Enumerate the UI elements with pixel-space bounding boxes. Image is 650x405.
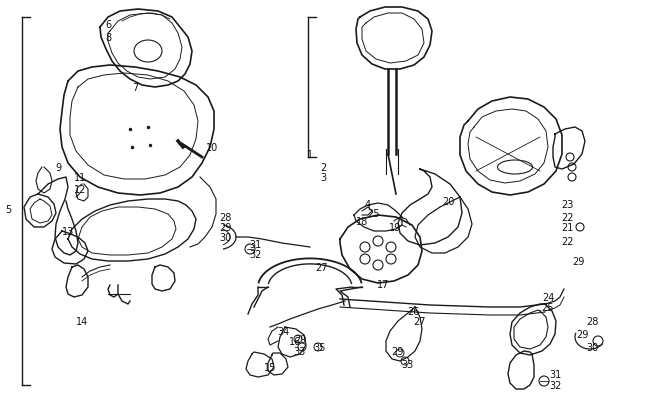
Text: 19: 19 bbox=[389, 222, 401, 232]
Text: 13: 13 bbox=[62, 226, 74, 237]
Text: 22: 22 bbox=[561, 237, 573, 246]
Text: 27: 27 bbox=[414, 316, 426, 326]
Text: 32: 32 bbox=[549, 380, 561, 390]
Text: 29: 29 bbox=[576, 329, 588, 339]
Text: 29: 29 bbox=[219, 222, 231, 232]
Text: 33: 33 bbox=[401, 359, 413, 369]
Text: 33: 33 bbox=[293, 346, 305, 356]
Text: 28: 28 bbox=[219, 213, 231, 222]
Text: 21: 21 bbox=[561, 222, 573, 232]
Text: 23: 23 bbox=[561, 200, 573, 209]
Text: 34: 34 bbox=[277, 326, 289, 336]
Text: 8: 8 bbox=[105, 33, 111, 43]
Text: 25: 25 bbox=[541, 302, 554, 312]
Text: 26: 26 bbox=[407, 306, 419, 316]
Text: 25: 25 bbox=[367, 209, 379, 218]
Text: 7: 7 bbox=[132, 83, 138, 93]
Text: 4: 4 bbox=[365, 200, 371, 209]
Text: 16: 16 bbox=[289, 336, 301, 346]
Text: 10: 10 bbox=[206, 143, 218, 153]
Text: 5: 5 bbox=[5, 205, 11, 215]
Text: 6: 6 bbox=[105, 20, 111, 30]
Text: 30: 30 bbox=[586, 342, 598, 352]
Text: 11: 11 bbox=[74, 173, 86, 183]
Text: 24: 24 bbox=[542, 292, 554, 302]
Text: 20: 20 bbox=[442, 196, 454, 207]
Text: 12: 12 bbox=[74, 185, 86, 194]
Text: 32: 32 bbox=[249, 249, 261, 259]
Text: 18: 18 bbox=[356, 216, 368, 226]
Text: 3: 3 bbox=[320, 173, 326, 183]
Text: 35: 35 bbox=[314, 342, 326, 352]
Text: 30: 30 bbox=[219, 232, 231, 243]
Text: 29: 29 bbox=[294, 334, 306, 344]
Text: 1: 1 bbox=[307, 149, 313, 160]
Text: 2: 2 bbox=[320, 162, 326, 173]
Text: 28: 28 bbox=[586, 316, 598, 326]
Text: 31: 31 bbox=[249, 239, 261, 249]
Text: 14: 14 bbox=[76, 316, 88, 326]
Text: 9: 9 bbox=[55, 162, 61, 173]
Text: 27: 27 bbox=[316, 262, 328, 272]
Text: 17: 17 bbox=[377, 279, 389, 289]
Text: 29: 29 bbox=[391, 346, 403, 356]
Text: 22: 22 bbox=[561, 213, 573, 222]
Text: 29: 29 bbox=[572, 256, 584, 266]
Text: 31: 31 bbox=[549, 369, 561, 379]
Text: 15: 15 bbox=[264, 362, 276, 372]
